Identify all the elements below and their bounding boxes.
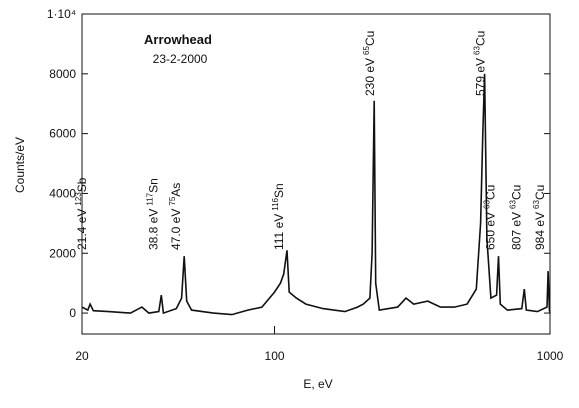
annotation-element: Sn [272, 183, 286, 198]
annotation-energy: 807 eV [509, 212, 523, 250]
peak-annotation: 579 eV 63Cu [473, 31, 488, 96]
peak-annotation: 807 eV 63Cu [508, 185, 523, 250]
y-tick-label: 4000 [49, 186, 76, 200]
annotation-energy: 47.0 eV [169, 209, 183, 250]
annotation-energy: 579 eV [474, 58, 488, 96]
annotation-element: Cu [474, 31, 488, 46]
annotation-mass: 63 [532, 200, 541, 209]
x-tick-label: 100 [265, 349, 285, 363]
annotation-mass: 116 [271, 197, 280, 210]
y-tick-label: 2000 [49, 246, 76, 260]
chart-title: Arrowhead [144, 32, 212, 47]
y-tick-label: 8000 [49, 67, 76, 81]
x-axis-label: E, eV [303, 377, 332, 391]
annotation-energy: 111 eV [272, 214, 286, 250]
peak-annotation: 111 eV 116Sn [271, 183, 286, 250]
annotation-mass: 65 [362, 46, 371, 55]
spectrum-line [81, 73, 551, 316]
peak-annotation: 21.4 eV 123Sb [74, 177, 89, 250]
annotation-energy: 21.4 eV [75, 209, 89, 250]
peak-annotation: 230 eV 65Cu [362, 31, 377, 96]
x-tick-label: 20 [75, 349, 89, 363]
annotation-mass: 63 [508, 200, 517, 209]
y-tick-label: 6000 [49, 127, 76, 141]
annotation-mass: 117 [145, 192, 154, 205]
y-tick-label: 1·10⁴ [47, 7, 76, 21]
peak-annotation: 47.0 eV 75As [168, 183, 183, 250]
annotation-mass: 75 [168, 196, 177, 205]
annotation-element: As [169, 183, 183, 197]
y-tick-label: 0 [69, 306, 76, 320]
annotation-energy: 38.8 eV [146, 209, 160, 250]
annotation-element: Sb [75, 177, 89, 192]
annotation-element: Cu [533, 185, 547, 200]
annotation-energy: 230 eV [363, 58, 377, 96]
annotation-element: Cu [363, 31, 377, 46]
annotation-element: Cu [483, 185, 497, 200]
annotation-element: Cu [509, 185, 523, 200]
chart-subtitle: 23-2-2000 [153, 52, 208, 66]
annotation-mass: 63 [473, 46, 482, 55]
annotation-energy: 984 eV [533, 212, 547, 250]
plot-frame [81, 13, 551, 335]
y-axis-label: Counts/eV [13, 137, 27, 193]
annotation-element: Sn [146, 178, 160, 193]
peak-annotation: 38.8 eV 117Sn [145, 178, 160, 250]
annotation-mass: 63 [482, 200, 491, 209]
x-tick-label: 1000 [537, 349, 564, 363]
annotation-energy: 650 eV [483, 212, 497, 250]
peak-annotation: 650 eV 63Cu [482, 185, 497, 250]
peak-annotation: 984 eV 63Cu [532, 185, 547, 250]
annotation-mass: 123 [74, 192, 83, 206]
